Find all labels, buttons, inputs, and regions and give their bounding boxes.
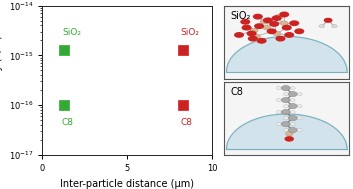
Circle shape [289, 20, 299, 26]
Circle shape [281, 98, 290, 103]
Circle shape [332, 25, 337, 28]
Circle shape [294, 28, 304, 34]
Circle shape [290, 123, 295, 125]
Circle shape [283, 93, 288, 96]
Circle shape [297, 129, 302, 132]
Circle shape [290, 87, 295, 90]
Circle shape [286, 132, 293, 136]
Y-axis label: Conductivity (S/m): Conductivity (S/m) [0, 35, 3, 126]
Circle shape [241, 25, 252, 31]
Circle shape [269, 21, 279, 27]
Circle shape [281, 85, 290, 91]
Text: SiO₂: SiO₂ [181, 28, 200, 37]
Text: C8: C8 [181, 118, 193, 127]
Circle shape [240, 19, 250, 25]
Circle shape [281, 110, 290, 115]
Circle shape [275, 14, 283, 19]
Point [180, 104, 186, 107]
Circle shape [279, 12, 289, 17]
Circle shape [283, 105, 288, 108]
Circle shape [319, 25, 325, 28]
Text: SiO₂: SiO₂ [62, 28, 81, 37]
Point [62, 104, 67, 107]
Circle shape [297, 117, 302, 120]
Circle shape [257, 38, 267, 44]
Circle shape [290, 111, 295, 114]
Circle shape [290, 99, 295, 101]
Circle shape [272, 15, 282, 21]
Circle shape [276, 123, 281, 125]
Circle shape [288, 91, 297, 97]
Circle shape [275, 36, 286, 42]
Circle shape [281, 122, 290, 127]
Text: SiO₂: SiO₂ [230, 11, 251, 21]
Circle shape [276, 87, 281, 90]
Circle shape [283, 117, 288, 120]
Circle shape [253, 34, 261, 39]
Circle shape [234, 32, 244, 38]
Circle shape [288, 104, 297, 109]
Circle shape [263, 25, 271, 30]
Circle shape [250, 28, 258, 33]
Point [180, 48, 186, 51]
Circle shape [288, 115, 297, 121]
Circle shape [248, 36, 258, 42]
Circle shape [324, 18, 333, 23]
Circle shape [254, 23, 264, 29]
Circle shape [285, 136, 294, 142]
Circle shape [297, 105, 302, 108]
Circle shape [280, 21, 288, 26]
Circle shape [246, 31, 257, 36]
Circle shape [260, 19, 268, 24]
Point [62, 48, 67, 51]
Circle shape [288, 128, 297, 133]
Circle shape [276, 111, 281, 114]
Circle shape [273, 31, 281, 36]
Text: C8: C8 [62, 118, 74, 127]
Circle shape [276, 99, 281, 101]
Text: C8: C8 [230, 87, 243, 97]
Circle shape [297, 93, 302, 96]
X-axis label: Inter-particle distance (μm): Inter-particle distance (μm) [60, 179, 194, 189]
Circle shape [267, 28, 277, 34]
Circle shape [282, 25, 292, 31]
Circle shape [283, 129, 288, 132]
Circle shape [284, 32, 294, 38]
Circle shape [263, 17, 273, 23]
Circle shape [253, 14, 263, 20]
